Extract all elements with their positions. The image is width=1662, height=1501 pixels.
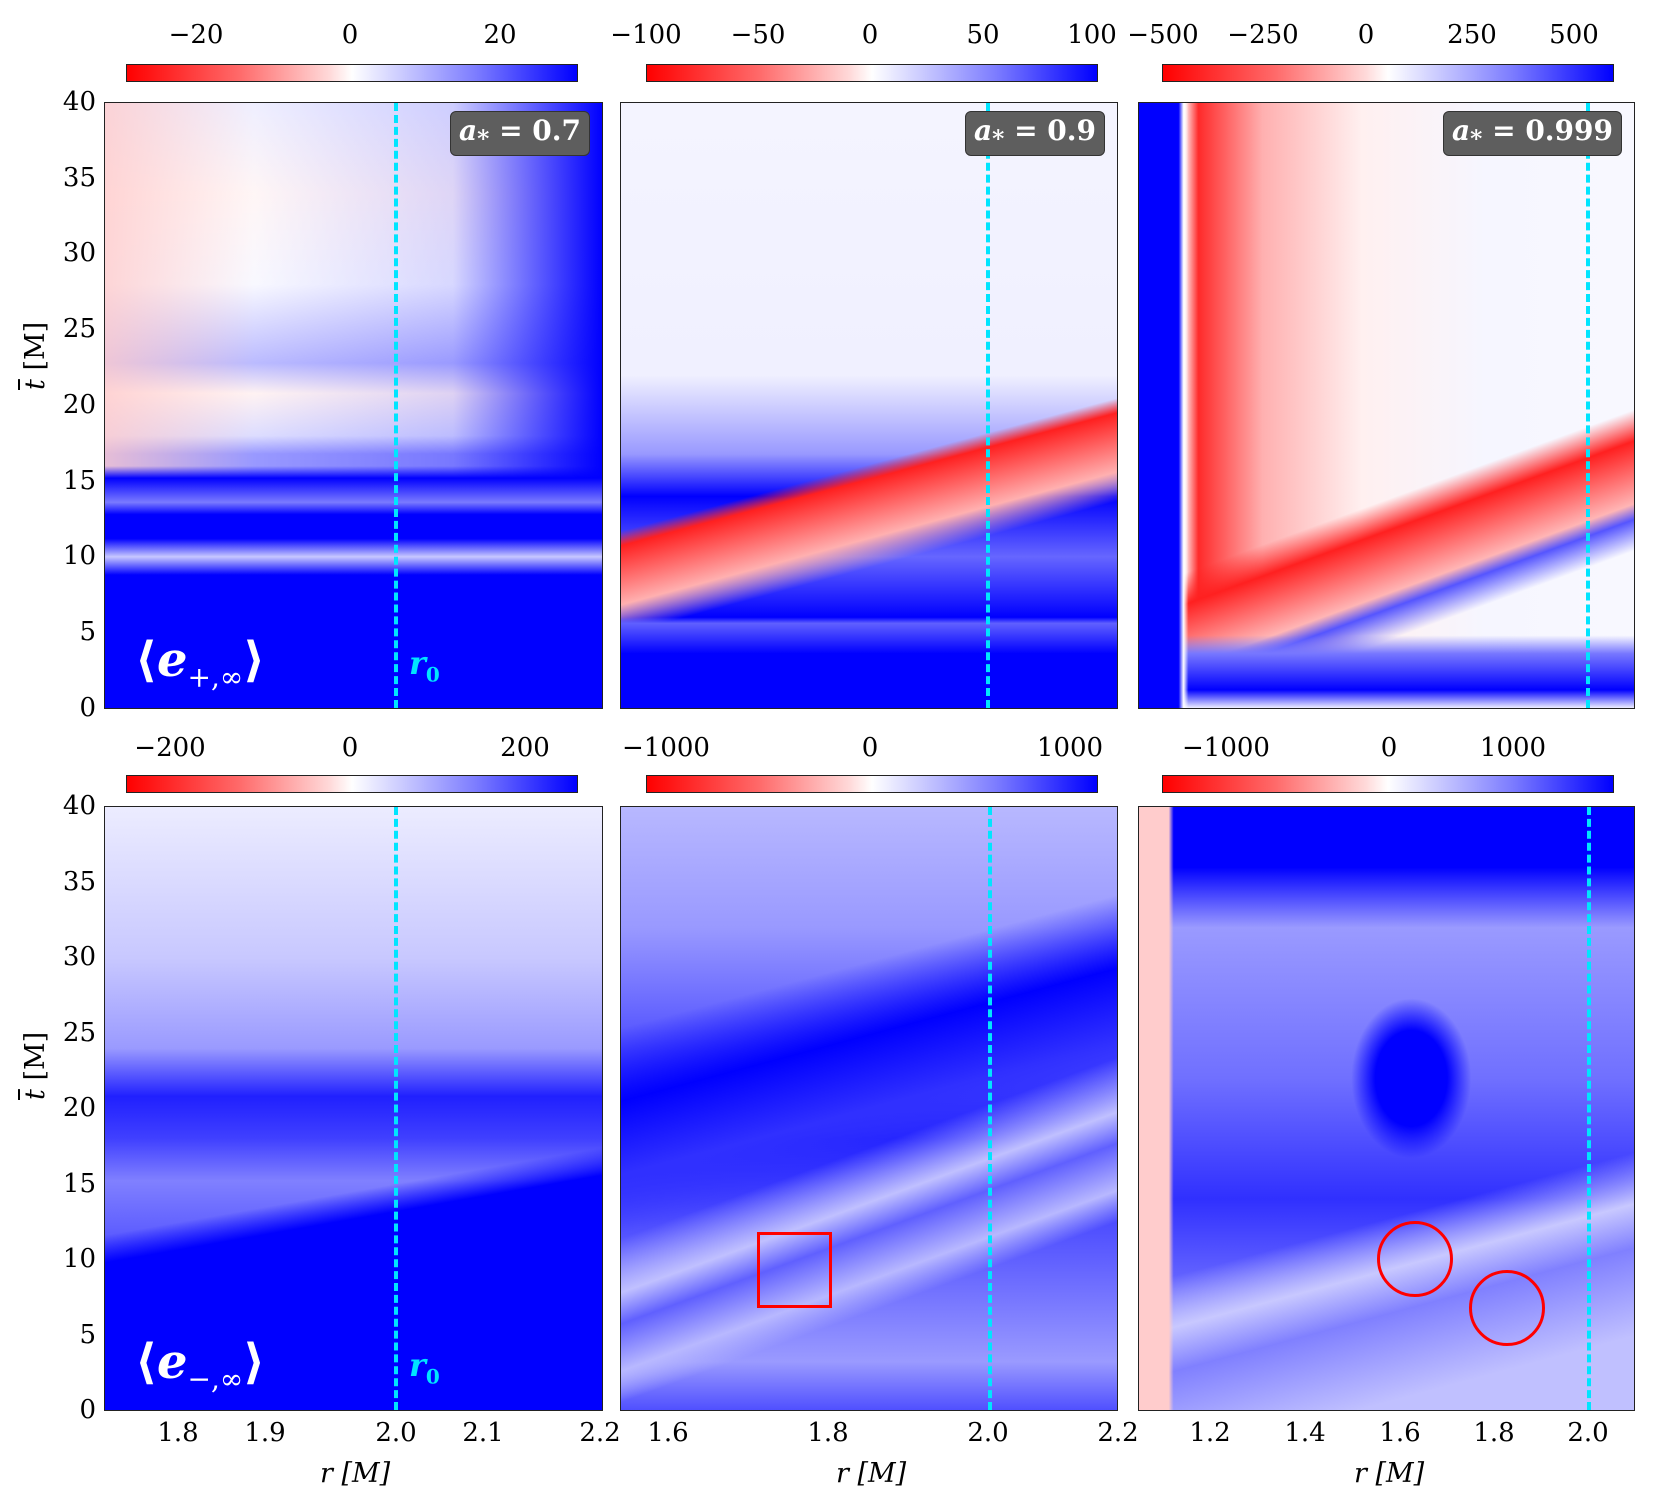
cbar-tick-label: 0: [861, 20, 879, 50]
r0-label: r0: [409, 643, 440, 686]
colorbar-bottom-right: [1162, 775, 1614, 793]
cbar-tick-label: 50: [966, 20, 1000, 50]
cbar-tick-label: 0: [341, 733, 359, 763]
quantity-label-e-plus: ⟨e+,∞⟩: [135, 632, 266, 694]
cbar-tick-label: −200: [134, 733, 206, 763]
cbar-tick-label: −50: [730, 20, 786, 50]
r0-dashed-line: [394, 807, 398, 1410]
cbar-tick-label: −100: [610, 20, 682, 50]
cbar-tick-label: 500: [1549, 20, 1599, 50]
colorbar-top-left: [126, 64, 578, 82]
spin-label: a* = 0.9: [964, 111, 1105, 156]
cbar-tick-label: 0: [1380, 733, 1398, 763]
r0-dashed-line: [988, 807, 992, 1410]
colorbar-bottom-left: [126, 775, 578, 793]
cbar-tick-label: 200: [500, 733, 550, 763]
cbar-tick-label: 100: [1067, 20, 1117, 50]
heatmap-e-plus-a0999: a* = 0.999: [1138, 102, 1635, 709]
x-axis-title-col2: r [M]: [1354, 1458, 1425, 1489]
colorbar-top-middle: [646, 64, 1098, 82]
cbar-tick-label: 0: [861, 733, 879, 763]
heatmap-e-plus-a09: a* = 0.9: [620, 102, 1118, 709]
cbar-tick-label: −1000: [622, 733, 710, 763]
highlight-circle-1: [1377, 1221, 1453, 1297]
heatmap-e-minus-a07: ⟨e−,∞⟩ r0: [104, 806, 603, 1411]
r0-dashed-line: [986, 103, 990, 708]
highlight-rectangle: [757, 1232, 832, 1308]
cbar-tick-label: −1000: [1182, 733, 1270, 763]
r0-label: r0: [409, 1345, 440, 1388]
x-axis-title-col0: r [M]: [320, 1458, 391, 1489]
cbar-tick-label: −500: [1127, 20, 1199, 50]
y-axis-title-top: t [M]: [20, 321, 51, 390]
highlight-circle-2: [1469, 1270, 1545, 1346]
cbar-tick-label: 1000: [1479, 733, 1547, 763]
r0-dashed-line: [1587, 807, 1591, 1410]
y-axis-title-bottom: t [M]: [20, 1031, 51, 1100]
heatmap-e-minus-a0999: [1138, 806, 1635, 1411]
r0-dashed-line: [394, 103, 398, 708]
cbar-tick-label: −20: [168, 20, 224, 50]
cbar-tick-label: 20: [483, 20, 517, 50]
quantity-label-e-minus: ⟨e−,∞⟩: [135, 1334, 266, 1396]
cbar-tick-label: 1000: [1036, 733, 1104, 763]
spin-label: a* = 0.999: [1443, 111, 1622, 156]
cbar-tick-label: 0: [341, 20, 359, 50]
colorbar-bottom-middle: [646, 775, 1098, 793]
cbar-tick-label: 250: [1447, 20, 1497, 50]
cbar-tick-label: 0: [1357, 20, 1375, 50]
r0-dashed-line: [1586, 103, 1590, 708]
heatmap-e-plus-a07: a* = 0.7 ⟨e+,∞⟩ r0: [104, 102, 603, 709]
spin-label: a* = 0.7: [449, 111, 590, 156]
x-axis-title-col1: r [M]: [836, 1458, 907, 1489]
colorbar-top-right: [1162, 64, 1614, 82]
heatmap-e-minus-a09: [620, 806, 1118, 1411]
cbar-tick-label: −250: [1227, 20, 1299, 50]
